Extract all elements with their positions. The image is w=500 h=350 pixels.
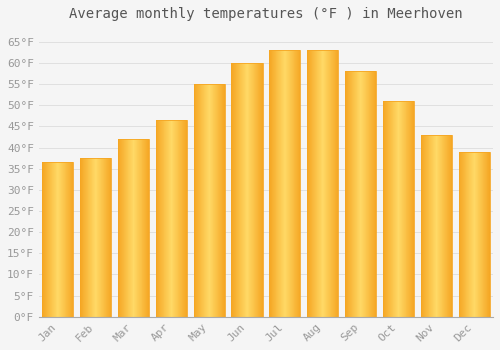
Bar xyxy=(270,50,300,317)
Bar xyxy=(80,158,111,317)
Title: Average monthly temperatures (°F ) in Meerhoven: Average monthly temperatures (°F ) in Me… xyxy=(69,7,462,21)
Bar xyxy=(42,162,74,317)
Bar xyxy=(421,135,452,317)
Bar xyxy=(156,120,187,317)
Bar xyxy=(345,71,376,317)
Bar xyxy=(232,63,262,317)
Bar xyxy=(307,50,338,317)
Bar xyxy=(383,101,414,317)
Bar xyxy=(194,84,224,317)
Bar xyxy=(118,139,149,317)
Bar xyxy=(458,152,490,317)
